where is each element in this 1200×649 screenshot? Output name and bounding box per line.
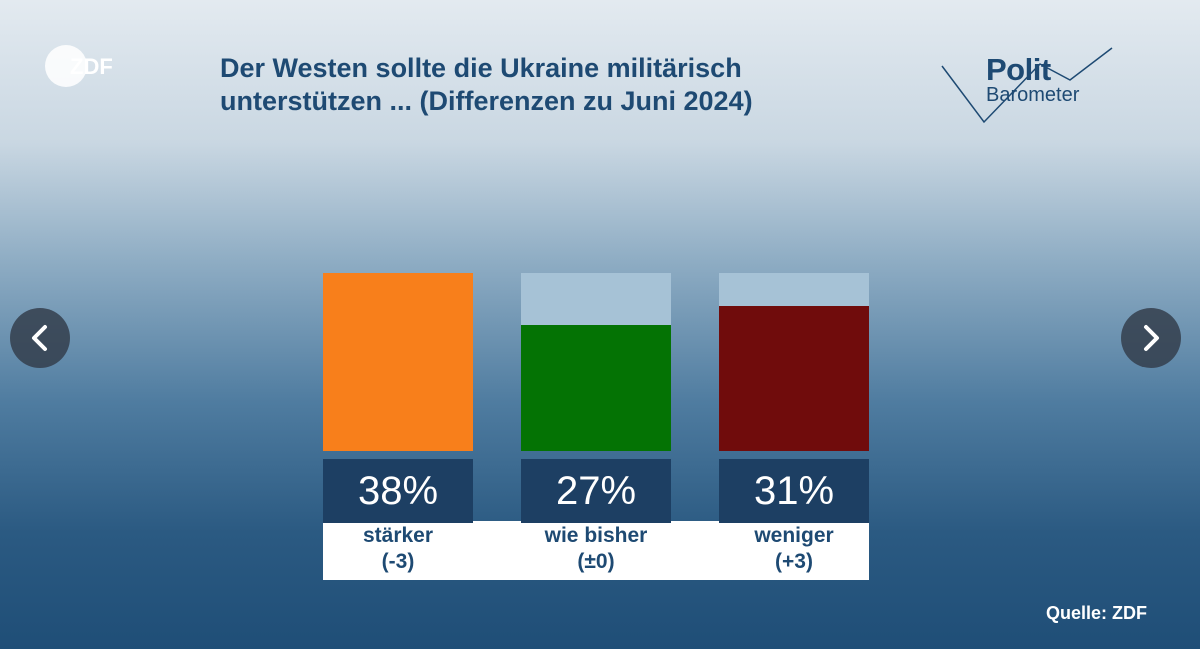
politbarometer-line1: Polit [986,52,1051,87]
chevron-right-icon [1144,325,1159,351]
category-change: (+3) [775,550,813,573]
bar-track [521,273,671,451]
chart-title: Der Westen sollte die Ukraine militärisc… [220,53,753,116]
bar-track [323,273,473,451]
bar [719,306,869,451]
category-label-strip [323,521,869,580]
bar-track [719,273,869,451]
previous-slide-button[interactable] [10,308,70,368]
source-note: Quelle: ZDF [1046,603,1148,623]
bar-value-label: 31% [719,459,869,523]
category-label: wie bisher (±0) [521,523,671,575]
bar [521,325,671,451]
chevron-left-icon [32,325,47,351]
category-name: stärker [362,524,434,547]
politbarometer-logo: Polit Barometer [940,40,1140,130]
bar-value-label: 27% [521,459,671,523]
politbarometer-zigzag-icon [941,47,1113,124]
zdf-logo-text: ZDF [70,54,113,79]
bar [323,273,473,451]
category-name: wie bisher [544,524,648,547]
bar-value-label: 38% [323,459,473,523]
category-label: weniger (+3) [719,523,869,575]
politbarometer-line2: Barometer [986,84,1080,106]
category-change: (±0) [577,550,615,573]
next-slide-button[interactable] [1121,308,1181,368]
zdf-logo: ZDF [44,44,134,88]
category-change: (-3) [381,550,415,573]
category-name: weniger [754,524,834,547]
category-label: stärker (-3) [323,523,473,575]
